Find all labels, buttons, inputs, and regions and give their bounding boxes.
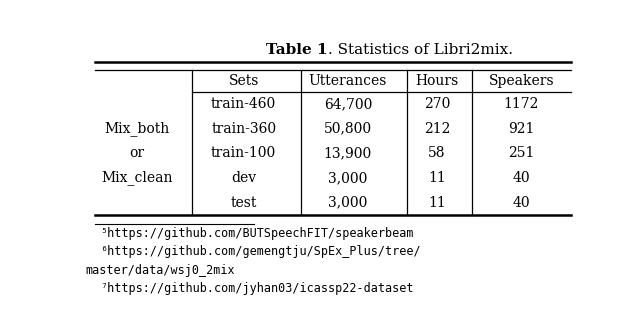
- Text: dev: dev: [231, 171, 256, 185]
- Text: test: test: [230, 196, 257, 210]
- Text: 1172: 1172: [504, 97, 539, 111]
- Text: master/data/wsj0_2mix: master/data/wsj0_2mix: [85, 264, 235, 277]
- Text: 58: 58: [428, 146, 446, 160]
- Text: 50,800: 50,800: [324, 122, 372, 136]
- Text: 270: 270: [424, 97, 451, 111]
- Text: 40: 40: [513, 196, 531, 210]
- Text: train-460: train-460: [211, 97, 276, 111]
- Text: train-100: train-100: [211, 146, 276, 160]
- Text: ⁵https://github.com/BUTSpeechFIT/speakerbeam: ⁵https://github.com/BUTSpeechFIT/speaker…: [100, 227, 413, 240]
- Text: Hours: Hours: [415, 74, 459, 88]
- Text: ⁶https://github.com/gemengtju/SpEx_Plus/tree/: ⁶https://github.com/gemengtju/SpEx_Plus/…: [100, 245, 420, 259]
- Text: Mix_both
or
Mix_clean: Mix_both or Mix_clean: [101, 122, 173, 185]
- Text: Sets: Sets: [228, 74, 259, 88]
- Text: 64,700: 64,700: [324, 97, 372, 111]
- Text: 3,000: 3,000: [328, 171, 367, 185]
- Text: 921: 921: [508, 122, 534, 136]
- Text: 13,900: 13,900: [324, 146, 372, 160]
- Text: 11: 11: [428, 196, 446, 210]
- Text: Utterances: Utterances: [308, 74, 387, 88]
- Text: Speakers: Speakers: [488, 74, 554, 88]
- Text: ⁷https://github.com/jyhan03/icassp22-dataset: ⁷https://github.com/jyhan03/icassp22-dat…: [100, 282, 413, 295]
- Text: 251: 251: [508, 146, 534, 160]
- Text: 212: 212: [424, 122, 451, 136]
- Text: 3,000: 3,000: [328, 196, 367, 210]
- Text: train-360: train-360: [211, 122, 276, 136]
- Text: 11: 11: [428, 171, 446, 185]
- Text: . Statistics of Libri2mix.: . Statistics of Libri2mix.: [328, 43, 513, 57]
- Text: Table 1: Table 1: [266, 43, 328, 57]
- Text: 40: 40: [513, 171, 531, 185]
